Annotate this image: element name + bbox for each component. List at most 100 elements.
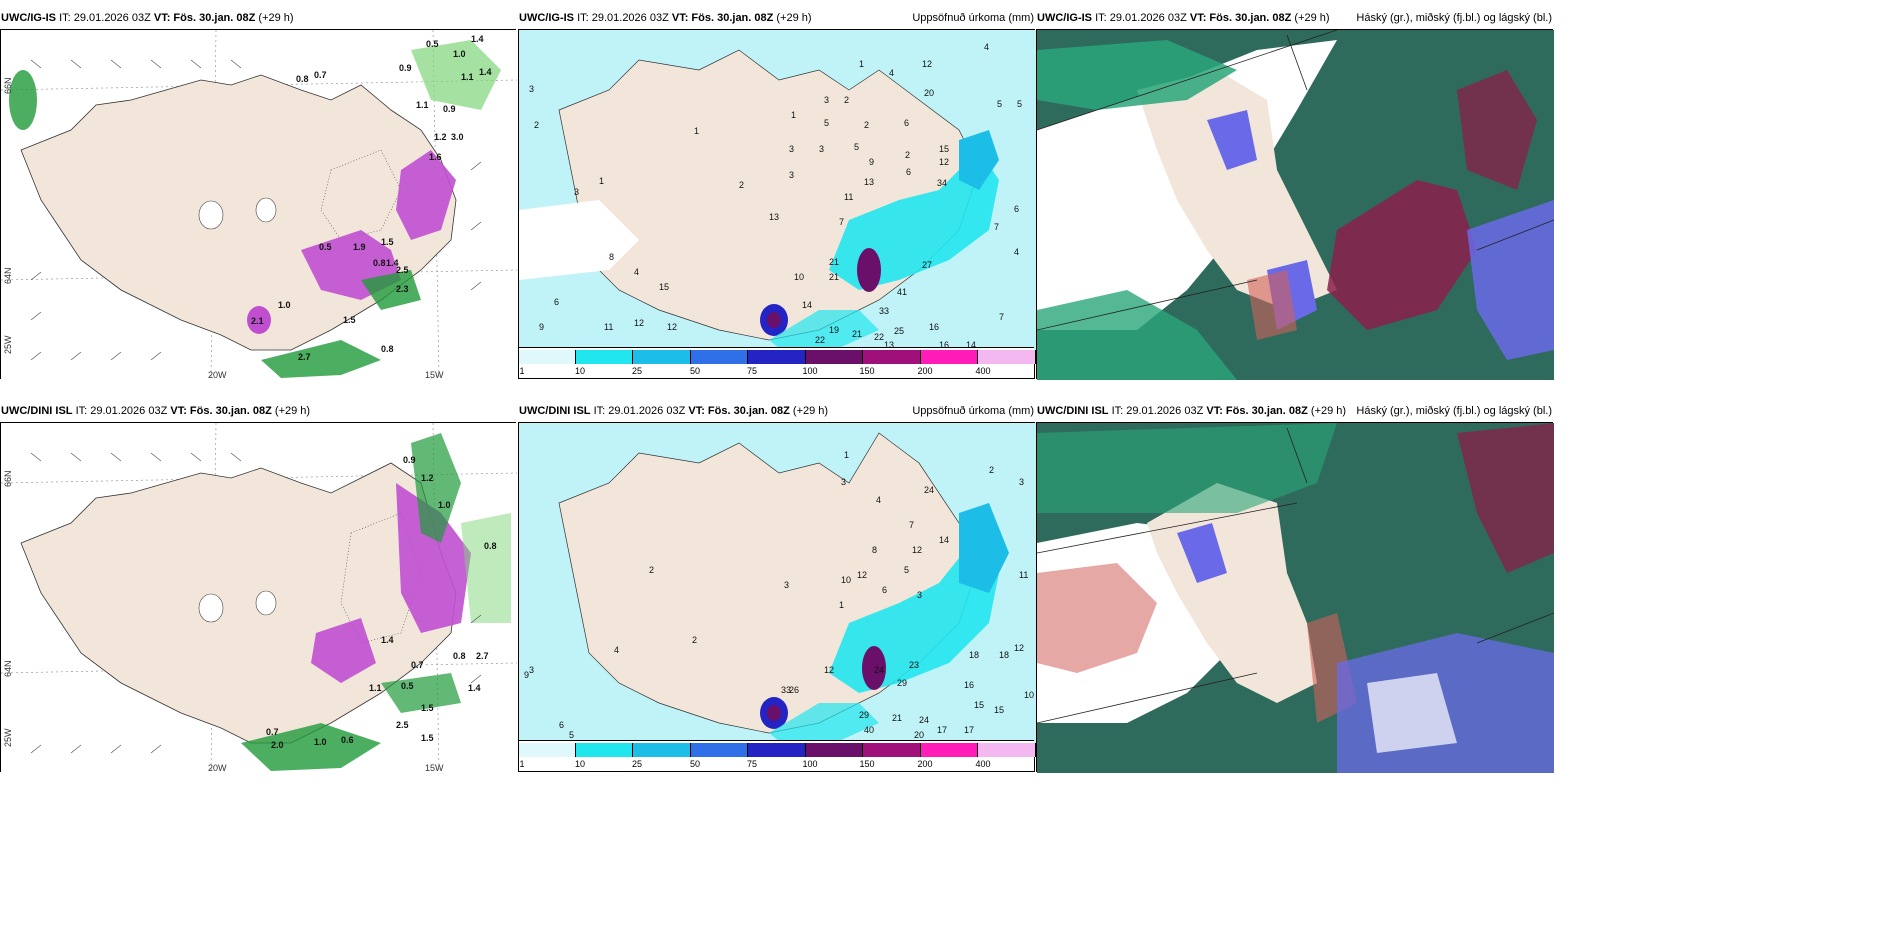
precip-label: 22 [874,332,884,342]
precip-label: 14 [802,300,812,310]
precip-label: 7 [839,217,844,227]
legend-swatch [978,350,1036,364]
precip-label: 6 [554,297,559,307]
precip-label: 4 [876,495,881,505]
precip-legend-bottom: 1 10 25 50 75 100 150 200 400 [519,740,1036,771]
legend-swatch [921,350,978,364]
precip-label: 16 [939,340,949,350]
legend-swatch [633,743,691,757]
precip-label: 15 [974,700,984,710]
wind-label: 1.6 [429,152,442,162]
legend-label: 50 [689,759,701,769]
precip-label: 2 [844,95,849,105]
precip-label: 14 [939,535,949,545]
precip-label: 3 [819,144,824,154]
legend-swatch [863,743,921,757]
wind-label: 2.3 [396,284,409,294]
precip-label: 13 [884,340,894,350]
wind-label: 0.9 [403,455,416,465]
precip-label: 4 [634,267,639,277]
precip-label: 2 [534,120,539,130]
wind-label: 0.8 [296,74,309,84]
legend-swatch [806,350,863,364]
legend-label: 10 [574,759,586,769]
precip-label: 23 [909,660,919,670]
wind-label: 1.2 [434,132,447,142]
lon-tick-20w: 20W [208,763,227,773]
legend-label: 200 [917,366,933,376]
cloud-map-top [1037,30,1554,380]
legend-label: 100 [802,366,818,376]
wind-label: 2.5 [396,265,409,275]
wind-label: 1.1 [369,683,382,693]
precip-label: 18 [969,650,979,660]
precip-label: 4 [889,68,894,78]
precip-label: 1 [694,126,699,136]
legend-label: 75 [746,759,758,769]
precip-label: 33 [879,306,889,316]
legend-swatch [978,743,1036,757]
precip-label: 12 [922,59,932,69]
precip-label: 11 [604,322,613,332]
cloud-title: Háský (gr.), miðský (fj.bl.) og lágský (… [1356,405,1552,417]
legend-label: 25 [631,759,643,769]
wind-label: 1.5 [421,703,434,713]
precip-label: 2 [739,180,744,190]
wind-label: 1.4 [381,635,394,645]
precip-label: 12 [939,157,949,167]
wind-label: 3.0 [451,132,464,142]
precip-label: 5 [904,565,909,575]
precip-label: 3 [824,95,829,105]
wind-label: 1.0 [278,300,291,310]
precip-label: 5 [569,730,574,740]
precip-label: 9 [539,322,544,332]
precip-label: 4 [984,42,989,52]
precip-label: 12 [857,570,867,580]
precip-label: 3 [529,84,534,94]
precip-label: 22 [815,335,825,345]
panel-title: UWC/IG-IS IT: 29.01.2026 03Z VT: Fös. 30… [1037,12,1330,24]
precip-label: 3 [917,590,922,600]
wind-label: 1.5 [421,733,434,743]
precip-label: 20 [924,88,934,98]
panel-title: UWC/IG-IS IT: 29.01.2026 03Z VT: Fös. 30… [1,12,294,24]
precip-label: 3 [841,477,846,487]
precip-label: 15 [939,144,949,154]
legend-label: 200 [917,759,933,769]
precip-label: 12 [912,545,922,555]
lon-tick-15w: 15W [425,763,444,773]
wind-panel-top: UWC/IG-IS IT: 29.01.2026 03Z VT: Fös. 30… [0,12,517,380]
legend-swatch [576,350,633,364]
precip-label: 24 [919,715,929,725]
precip-label: 25 [894,326,904,336]
precip-label: 29 [897,678,907,688]
wind-label: 1.0 [438,500,451,510]
precip-label: 5 [824,118,829,128]
legend-swatch [748,350,806,364]
precip-label: 2 [905,150,910,160]
precip-label: 16 [964,680,974,690]
wind-label: 0.9 [399,63,412,73]
precip-label: 6 [559,720,564,730]
wind-map-top: 0.5 1.0 1.4 1.1 1.4 0.9 0.8 0.7 1.1 0.9 … [1,30,517,380]
precip-legend-top: 1 10 25 50 75 100 150 200 400 [519,347,1036,378]
wind-label: 0.7 [411,660,424,670]
precip-label: 9 [524,670,529,680]
cloud-panel-top: UWC/IG-IS IT: 29.01.2026 03Z VT: Fös. 30… [1036,12,1554,380]
precip-label: 2 [864,120,869,130]
precip-label: 13 [864,177,874,187]
wind-label: 0.8 [453,651,466,661]
legend-label: 50 [689,366,701,376]
legend-label: 25 [631,366,643,376]
precip-map-bottom: 3 2 1 3 4 7 12 8 5 24 14 12 10 6 2 3 1 3… [519,423,1036,743]
precip-label: 21 [829,272,839,282]
legend-label: 10 [574,366,586,376]
wind-label: 0.5 [401,681,414,691]
legend-swatch [921,743,978,757]
wind-label: 1.1 [461,72,474,82]
precip-label: 3 [1019,477,1024,487]
wind-label: 0.5 [319,242,332,252]
cloud-title: Háský (gr.), miðský (fj.bl.) og lágský (… [1356,12,1552,24]
precip-label: 10 [841,575,851,585]
wind-label: 0.5 [426,39,439,49]
